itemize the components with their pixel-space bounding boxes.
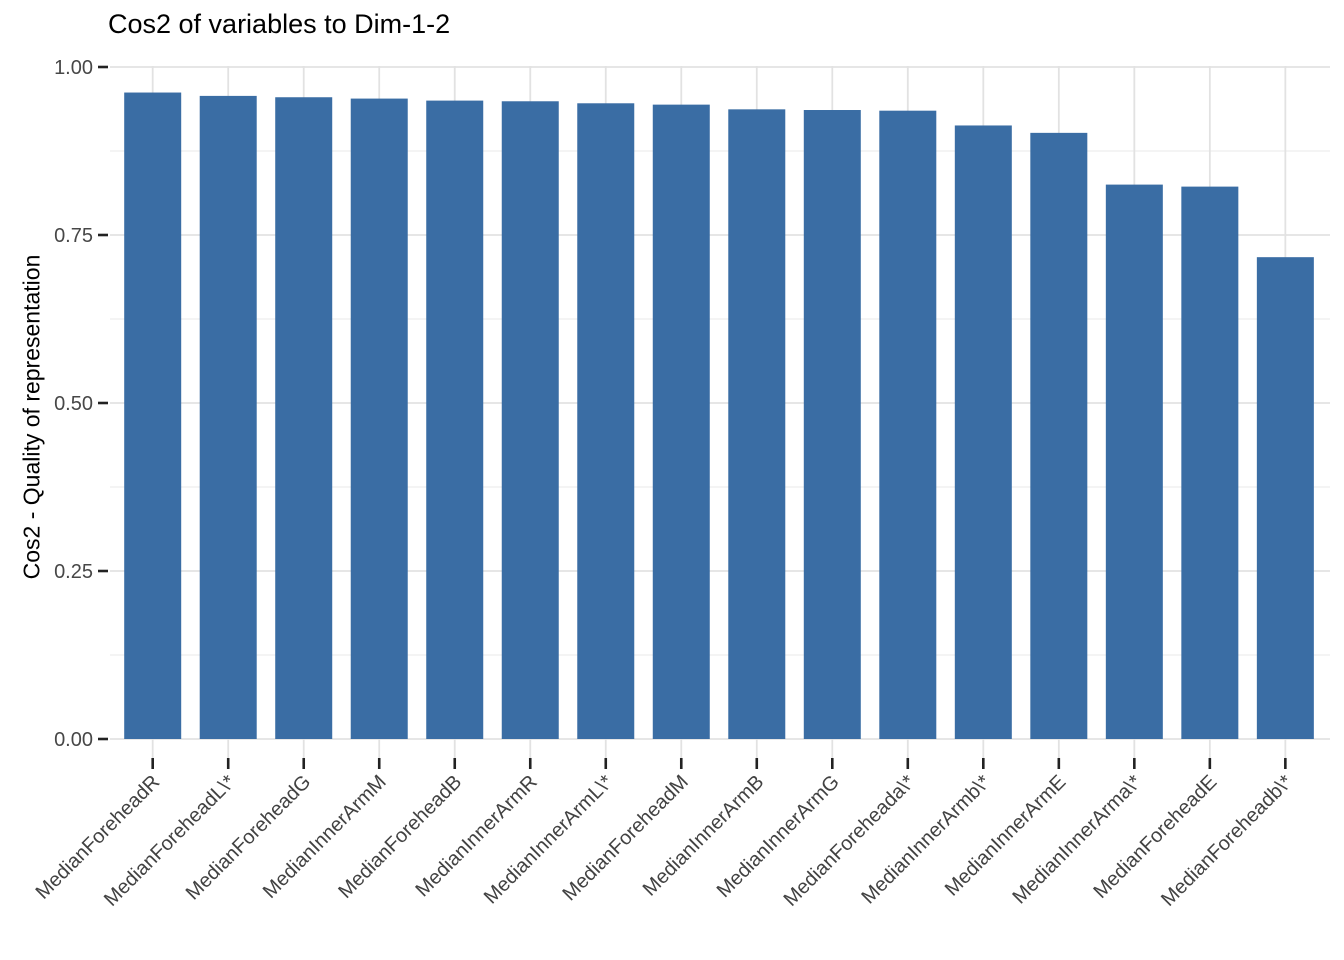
chart-title: Cos2 of variables to Dim-1-2 — [108, 9, 451, 39]
bar-MedianForeheadB — [426, 100, 484, 740]
y-tick-label: 0.25 — [54, 561, 93, 583]
bar-MedianForeheadG — [275, 97, 333, 740]
bar-MedianForeheadb\* — [1256, 257, 1314, 739]
bar-MedianForeheadR — [124, 92, 182, 739]
bar-MedianInnerArmb\* — [954, 125, 1012, 740]
bar-MedianInnerArmE — [1030, 132, 1088, 739]
x-tick-label: MedianForeheadG — [182, 771, 315, 904]
bar-MedianForeheadE — [1181, 186, 1239, 740]
x-tick-label: MedianForeheadM — [559, 771, 693, 905]
x-tick-label: MedianInnerArmb\* — [857, 771, 995, 909]
bar-MedianForeheadM — [652, 104, 710, 739]
bar-MedianInnerArmR — [501, 101, 559, 740]
x-tick-label: MedianForeheadR — [32, 771, 165, 904]
bar-MedianInnerArmM — [350, 98, 408, 740]
bar-MedianForeheadL\* — [199, 95, 257, 740]
bar-MedianInnerArmG — [803, 110, 861, 740]
y-tick-label: 0.50 — [54, 393, 93, 415]
x-tick-label: MedianForeheada\* — [780, 771, 920, 911]
bar-MedianInnerArma\* — [1105, 184, 1163, 740]
x-tick-label: MedianInnerArma\* — [1008, 771, 1146, 909]
bar-MedianInnerArmB — [728, 109, 786, 739]
x-tick-label: MedianInnerArmL\* — [480, 771, 618, 909]
y-tick-label: 0.75 — [54, 225, 93, 247]
y-tick-label: 1.00 — [54, 57, 93, 79]
x-tick-label: MedianForeheadL\* — [100, 771, 240, 911]
bar-MedianInnerArmL\* — [577, 103, 635, 739]
y-tick-label: 0.00 — [54, 729, 93, 751]
x-tick-label: MedianForeheadb\* — [1157, 771, 1297, 911]
bar-MedianForeheada\* — [879, 110, 937, 740]
